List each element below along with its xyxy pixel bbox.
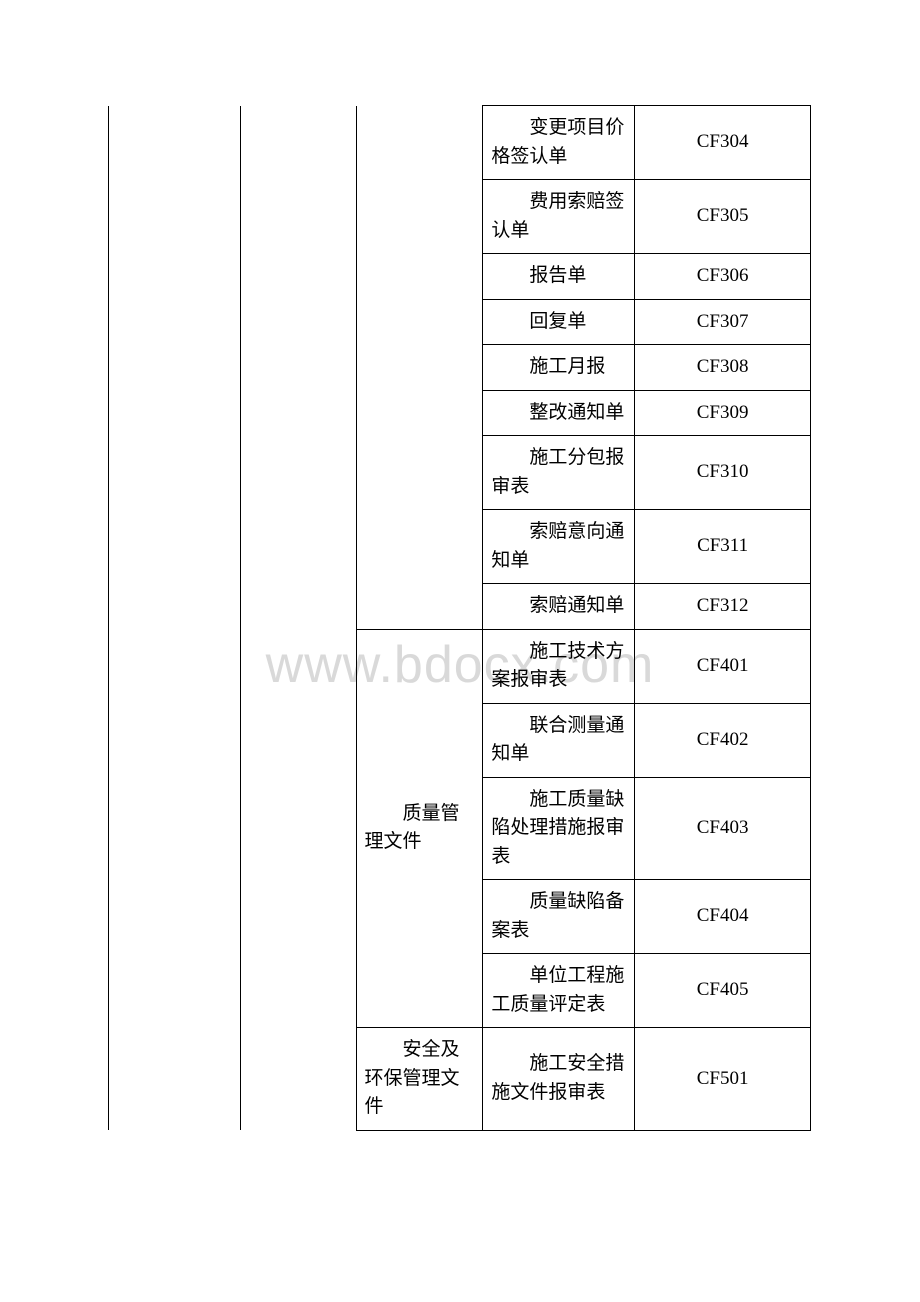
category-cell-quality: 质量管理文件 — [356, 629, 483, 1028]
code-cell: CF501 — [635, 1028, 811, 1131]
document-table-container: 变更项目价格签认单 CF304 费用索赔签认单 CF305 报告单 CF306 … — [108, 105, 811, 1131]
item-cell: 施工质量缺陷处理措施报审表 — [483, 777, 635, 880]
code-cell: CF309 — [635, 390, 811, 436]
document-table: 变更项目价格签认单 CF304 费用索赔签认单 CF305 报告单 CF306 … — [108, 105, 811, 1131]
code-cell: CF403 — [635, 777, 811, 880]
item-cell: 施工安全措施文件报审表 — [483, 1028, 635, 1131]
code-cell: CF305 — [635, 180, 811, 254]
code-cell: CF310 — [635, 436, 811, 510]
code-cell: CF304 — [635, 106, 811, 180]
item-cell: 单位工程施工质量评定表 — [483, 954, 635, 1028]
item-cell: 质量缺陷备案表 — [483, 880, 635, 954]
item-cell: 施工分包报审表 — [483, 436, 635, 510]
item-cell: 费用索赔签认单 — [483, 180, 635, 254]
code-cell: CF312 — [635, 584, 811, 630]
item-cell: 变更项目价格签认单 — [483, 106, 635, 180]
code-cell: CF308 — [635, 345, 811, 391]
category-cell-safety: 安全及环保管理文件 — [356, 1028, 483, 1131]
table-row: 变更项目价格签认单 CF304 — [109, 106, 811, 180]
item-cell: 回复单 — [483, 299, 635, 345]
item-cell: 施工技术方案报审表 — [483, 629, 635, 703]
code-cell: CF307 — [635, 299, 811, 345]
code-cell: CF405 — [635, 954, 811, 1028]
code-cell: CF402 — [635, 703, 811, 777]
code-cell: CF306 — [635, 254, 811, 300]
col1-empty — [109, 106, 241, 1131]
item-cell: 索赔意向通知单 — [483, 510, 635, 584]
item-cell: 报告单 — [483, 254, 635, 300]
item-cell: 索赔通知单 — [483, 584, 635, 630]
col2-empty — [240, 106, 356, 1131]
code-cell: CF401 — [635, 629, 811, 703]
code-cell: CF404 — [635, 880, 811, 954]
category-cell — [356, 106, 483, 630]
item-cell: 施工月报 — [483, 345, 635, 391]
code-cell: CF311 — [635, 510, 811, 584]
item-cell: 联合测量通知单 — [483, 703, 635, 777]
item-cell: 整改通知单 — [483, 390, 635, 436]
